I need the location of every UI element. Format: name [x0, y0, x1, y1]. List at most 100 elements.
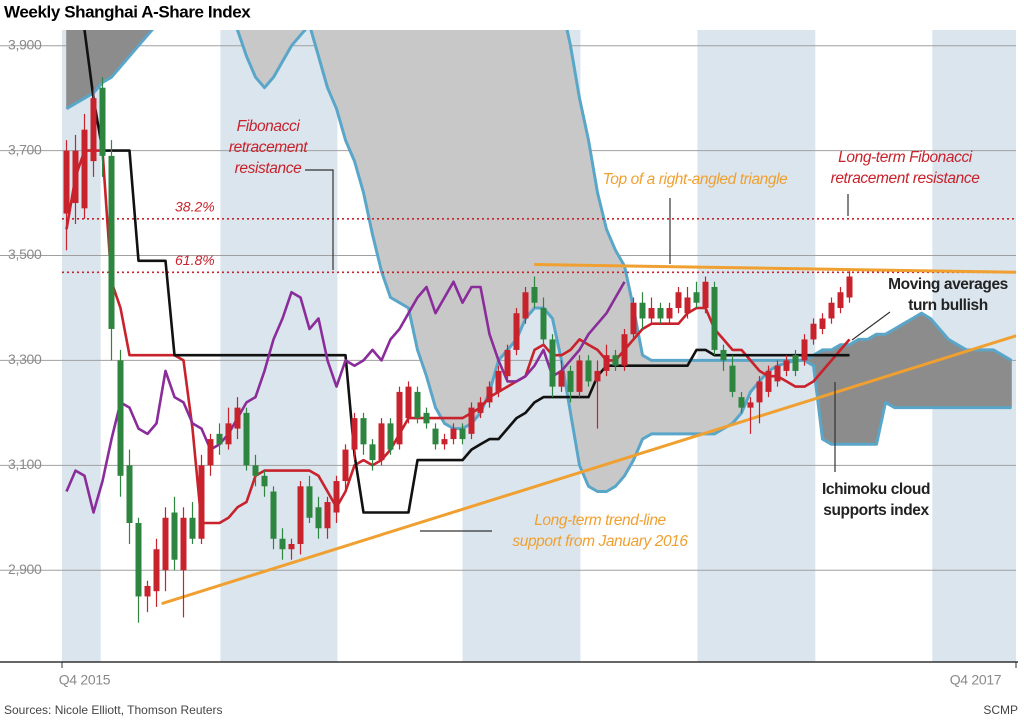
candle-body	[783, 360, 790, 371]
cloud-span-line	[235, 30, 1013, 493]
cloud-segment	[696, 360, 706, 435]
cloud-segment	[966, 349, 976, 408]
label-layer: 38.2% 61.8% 2,900 3,100 3,300 3,500 3,700 3,900…	[8, 36, 1008, 687]
cloud-segment	[579, 98, 589, 487]
cloud-segment	[867, 333, 877, 445]
candle-body	[720, 349, 727, 361]
annotation-text: resistance	[235, 160, 302, 177]
cloud-segment	[543, 30, 553, 320]
candle-body	[351, 418, 358, 450]
y-tick-label: 2,900	[8, 561, 42, 577]
cloud-segment	[642, 354, 652, 440]
candle-body	[90, 98, 97, 162]
candle-body	[153, 549, 160, 592]
cloud-segment	[885, 328, 895, 409]
candle-body	[279, 538, 286, 550]
quarter-band	[220, 30, 338, 662]
cloud-segment	[894, 323, 904, 408]
cloud-segment	[498, 30, 508, 362]
candle-body	[522, 292, 529, 319]
trend-line	[533, 262, 1016, 274]
cloud-segment	[462, 30, 472, 430]
candle-body	[198, 465, 205, 539]
candle-body	[657, 307, 664, 319]
candle-body	[756, 381, 763, 403]
candle-body	[216, 433, 223, 445]
candle-body	[531, 286, 538, 303]
candle-body	[243, 412, 250, 466]
candle-body	[180, 517, 187, 571]
cloud-segment	[858, 339, 868, 445]
cloud-segment	[984, 349, 994, 408]
candle-body	[72, 150, 79, 204]
candle-body	[189, 517, 196, 539]
candle-body	[459, 428, 466, 440]
candle-body	[477, 402, 484, 413]
annotation-text: support from January 2016	[512, 533, 688, 550]
candle-body	[495, 370, 502, 392]
cloud-segment	[678, 360, 688, 435]
candle-body	[828, 302, 835, 319]
candle-body	[99, 87, 106, 156]
cloud-segment	[390, 30, 400, 304]
cloud-segment	[345, 30, 355, 162]
annotation-text: retracement resistance	[831, 170, 981, 187]
candle-body	[603, 355, 610, 371]
cloud-segment	[471, 30, 481, 425]
annotation-text: Moving averages	[888, 276, 1008, 293]
candle-body	[513, 313, 520, 350]
candle-body	[288, 543, 295, 550]
candle-body	[837, 292, 844, 308]
annotation-text: Ichimoku cloud	[822, 481, 930, 498]
credit: SCMP	[983, 703, 1018, 717]
cloud-segment	[903, 317, 913, 408]
candle-body	[594, 370, 601, 382]
candle-body	[369, 444, 376, 461]
candle-body	[324, 502, 331, 529]
cloud-segment	[147, 30, 153, 37]
y-tick-label: 3,500	[8, 246, 42, 262]
candle-body	[612, 355, 619, 366]
candle-body	[549, 339, 556, 387]
candle-body	[144, 585, 151, 597]
cloud-segment	[453, 30, 463, 429]
cloud-span-line	[65, 30, 1012, 446]
candle-body	[801, 339, 808, 361]
candle-body	[621, 334, 628, 366]
cloud-segment	[417, 30, 427, 377]
candle-body	[711, 286, 718, 350]
cloud-segment	[849, 338, 859, 445]
cloud-segment	[426, 30, 436, 408]
annotation-text: Fibonacci	[237, 118, 301, 135]
trend-line	[161, 334, 1016, 605]
cloud-segment	[651, 360, 661, 435]
candle-body	[675, 292, 682, 308]
candle-body	[297, 486, 304, 544]
candle-body	[378, 423, 385, 461]
annotation-text: turn bullish	[908, 297, 988, 314]
fibonacci-label: 38.2%	[175, 199, 215, 215]
fibonacci-label: 61.8%	[175, 252, 215, 268]
cloud-segment	[840, 344, 850, 445]
cloud-segment	[399, 30, 409, 309]
candle-body	[765, 370, 772, 392]
candle-body	[558, 370, 565, 387]
plot-layer	[62, 30, 1016, 623]
candle-body	[702, 281, 709, 308]
cloud-segment	[939, 328, 949, 408]
cloud-segment	[669, 360, 679, 435]
candle-body	[261, 475, 268, 487]
candle-body	[360, 418, 367, 445]
cloud-segment	[921, 312, 931, 408]
candle-body	[315, 507, 322, 529]
annotation-text: Long-term Fibonacci	[838, 149, 973, 166]
candle-body	[126, 465, 133, 524]
candle-body	[207, 439, 214, 466]
candle-body	[567, 370, 574, 392]
candle-body	[468, 407, 475, 434]
y-tick-label: 3,700	[8, 141, 42, 157]
cloud-segment	[552, 30, 562, 361]
candle-body	[432, 428, 439, 445]
